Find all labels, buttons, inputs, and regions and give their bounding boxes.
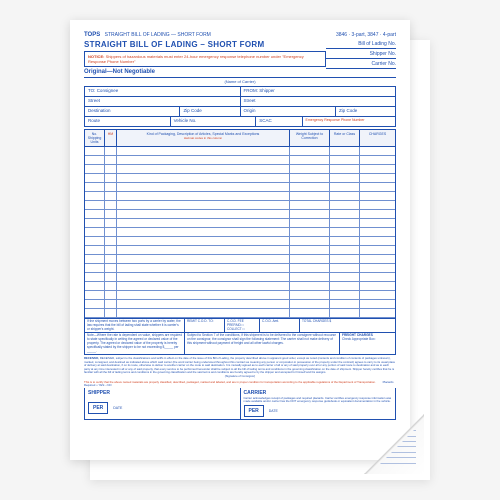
bol-number-field[interactable]: Bill of Lading No. xyxy=(326,40,396,49)
table-row[interactable] xyxy=(85,201,395,210)
original-label: Original—Not Negotiable xyxy=(84,69,326,75)
signature-row: SHIPPER PER DATE CARRIER Carrier acknowl… xyxy=(84,388,396,420)
table-body xyxy=(85,147,395,318)
front-sheet: TOPS STRAIGHT BILL OF LADING — SHORT FOR… xyxy=(70,20,410,460)
form-numbers: 3846 · 3-part, 3847 · 4-part xyxy=(336,32,396,38)
shipper-number-field[interactable]: Shipper No. xyxy=(326,50,396,59)
route[interactable]: Route xyxy=(85,117,171,126)
table-row[interactable] xyxy=(85,210,395,219)
col-charges: CHARGES xyxy=(360,130,395,146)
hazmat-notice: NOTICE: Shippers of hazardous materials … xyxy=(84,51,326,67)
to-street[interactable]: Street xyxy=(85,97,241,106)
main-title: STRAIGHT BILL OF LADING – SHORT FORM xyxy=(84,40,326,49)
table-row[interactable] xyxy=(85,291,395,300)
value-note: Note—Where the rate is dependent on valu… xyxy=(85,333,185,354)
footer-block: If the shipment moves between two ports … xyxy=(84,319,396,355)
col-units: No. Shipping Units xyxy=(85,130,105,146)
form-document: TOPS STRAIGHT BILL OF LADING — SHORT FOR… xyxy=(70,20,430,480)
destination[interactable]: Destination xyxy=(85,107,180,116)
from-street[interactable]: Street xyxy=(241,97,396,106)
brand-logo: TOPS xyxy=(84,32,100,38)
table-header: No. Shipping Units HM Kind of Packaging,… xyxy=(85,130,395,147)
section7-note: Subject to Section 7 of the conditions, … xyxy=(185,333,340,354)
from-shipper[interactable]: FROM: Shipper xyxy=(241,87,396,96)
brand-row: TOPS STRAIGHT BILL OF LADING — SHORT FOR… xyxy=(84,32,396,38)
table-row[interactable] xyxy=(85,165,395,174)
table-row[interactable] xyxy=(85,309,395,318)
freight-charges[interactable]: FREIGHT CHARGES Check Appropriate Box: xyxy=(340,333,395,354)
table-row[interactable] xyxy=(85,255,395,264)
to-consignee[interactable]: TO: Consignee xyxy=(85,87,241,96)
origin[interactable]: Origin xyxy=(241,107,336,116)
remit-cod[interactable]: REMIT C.O.D. TO: xyxy=(185,319,225,332)
table-row[interactable] xyxy=(85,156,395,165)
emergency-phone-label[interactable]: Emergency Response Phone Number xyxy=(303,117,395,126)
line-items-table: No. Shipping Units HM Kind of Packaging,… xyxy=(84,129,396,319)
col-rate: Rate or Class xyxy=(330,130,360,146)
hazmat-cert: This is to certify that the above named … xyxy=(84,381,396,388)
total-charges[interactable]: TOTAL CHARGES $ xyxy=(300,319,395,332)
terms-received: RECEIVED, RECEIVED, subject to the class… xyxy=(84,357,396,378)
carrier-number-field[interactable]: Carrier No. xyxy=(326,60,396,69)
origin-zip[interactable]: Zip Code xyxy=(336,107,395,116)
col-hm: HM xyxy=(105,130,117,146)
col-weight: Weight Subject to Correction xyxy=(290,130,330,146)
table-row[interactable] xyxy=(85,264,395,273)
shipper-signature[interactable]: SHIPPER PER DATE xyxy=(85,388,241,419)
vehicle-no[interactable]: Vehicle No. xyxy=(171,117,257,126)
table-row[interactable] xyxy=(85,237,395,246)
table-row[interactable] xyxy=(85,174,395,183)
consignor-signature-line[interactable]: (Signature of Consignor) xyxy=(84,375,396,378)
cod-amount[interactable]: C.O.D. Amt. xyxy=(260,319,300,332)
reference-numbers: Bill of Lading No. Shipper No. Carrier N… xyxy=(326,40,396,70)
carrier-signature[interactable]: CARRIER Carrier acknowledges receipt of … xyxy=(241,388,396,419)
dest-zip[interactable]: Zip Code xyxy=(180,107,240,116)
brand-title: STRAIGHT BILL OF LADING — SHORT FORM xyxy=(105,32,211,38)
col-description: Kind of Packaging, Description of Articl… xyxy=(117,130,290,146)
cod-fee[interactable]: C.O.D. FEE PREPAID □ COLLECT □ xyxy=(225,319,260,332)
table-row[interactable] xyxy=(85,246,395,255)
address-block: TO: Consignee FROM: Shipper Street Stree… xyxy=(84,86,396,127)
table-row[interactable] xyxy=(85,183,395,192)
table-row[interactable] xyxy=(85,273,395,282)
table-row[interactable] xyxy=(85,192,395,201)
notice-text: Shippers of hazardous materials must ent… xyxy=(88,54,304,64)
table-row[interactable] xyxy=(85,282,395,291)
carrier-name-line[interactable]: (Name of Carrier) xyxy=(84,77,396,84)
table-row[interactable] xyxy=(85,147,395,156)
table-row[interactable] xyxy=(85,228,395,237)
scac[interactable]: SCAC xyxy=(256,117,302,126)
table-row[interactable] xyxy=(85,300,395,309)
third-party-note: If the shipment moves between two ports … xyxy=(85,319,185,332)
table-row[interactable] xyxy=(85,219,395,228)
